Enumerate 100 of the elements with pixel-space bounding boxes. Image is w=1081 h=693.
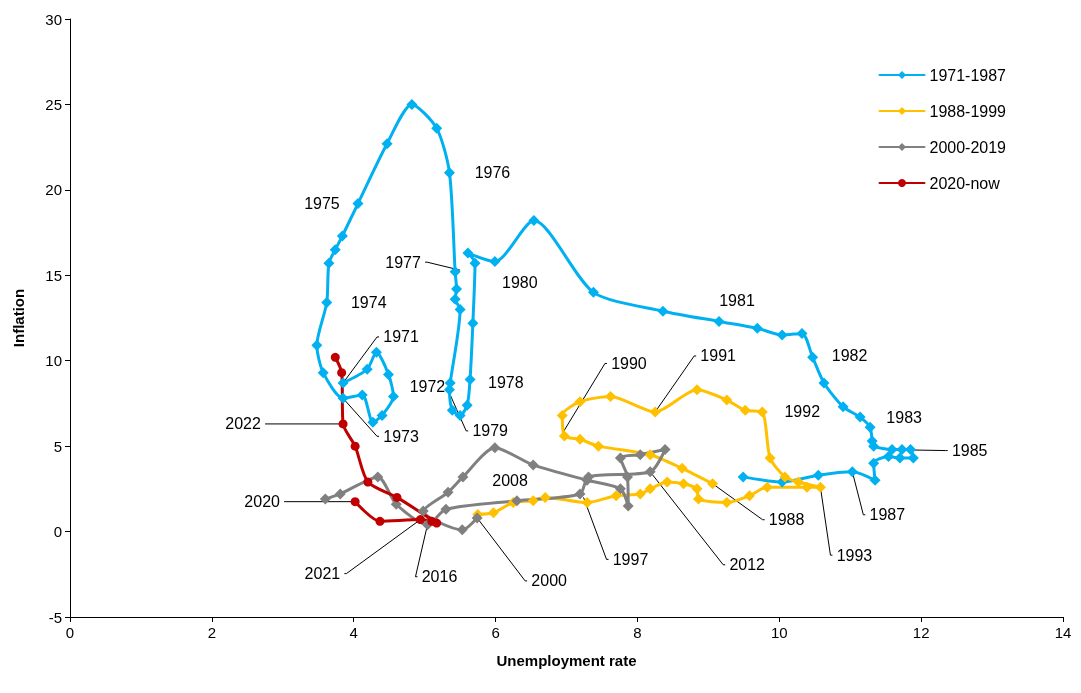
- point: [604, 391, 616, 403]
- point: [592, 440, 604, 452]
- legend-label: 1971-1987: [929, 66, 1007, 84]
- point: [801, 481, 813, 493]
- x-tick-label: 6: [491, 624, 500, 641]
- point: [489, 442, 501, 454]
- legend-label: 2000-2019: [929, 138, 1007, 156]
- point: [350, 441, 360, 451]
- x-tick-label: 8: [633, 624, 642, 641]
- point: [837, 401, 849, 413]
- point: [894, 452, 906, 464]
- point: [334, 488, 346, 500]
- annotation: 1987: [869, 506, 906, 524]
- annotation: 1988: [768, 511, 805, 529]
- point: [337, 392, 349, 404]
- point: [644, 483, 656, 495]
- x-tick-label: 0: [65, 624, 75, 641]
- point: [469, 257, 481, 269]
- point: [321, 297, 333, 309]
- point: [440, 503, 452, 515]
- point: [707, 478, 719, 490]
- point: [454, 409, 466, 421]
- point: [764, 452, 776, 464]
- annotation: 1973: [383, 427, 419, 445]
- point: [649, 406, 661, 418]
- point: [776, 329, 788, 341]
- point: [692, 493, 704, 505]
- point: [323, 257, 335, 269]
- annotation: 1982: [831, 346, 868, 364]
- annotation: 2012: [729, 556, 766, 574]
- point: [622, 471, 633, 483]
- point: [634, 449, 646, 461]
- annotation: 1980: [502, 274, 538, 292]
- point: [713, 315, 725, 327]
- point: [461, 399, 473, 411]
- point: [751, 322, 763, 334]
- point: [350, 497, 360, 507]
- point: [558, 430, 570, 442]
- point: [442, 486, 454, 498]
- point: [415, 515, 425, 525]
- point: [574, 488, 586, 500]
- point: [678, 478, 690, 490]
- point: [375, 516, 385, 526]
- point: [574, 396, 586, 408]
- point: [610, 490, 622, 502]
- point: [336, 230, 348, 242]
- y-tick-label: -5: [48, 608, 62, 626]
- point: [454, 303, 466, 315]
- point: [387, 391, 399, 403]
- point: [363, 477, 373, 487]
- point: [622, 500, 634, 512]
- annotation: 2022: [225, 415, 261, 433]
- point: [367, 416, 379, 428]
- point: [539, 491, 551, 503]
- point: [443, 167, 455, 179]
- point: [511, 495, 523, 507]
- point: [527, 459, 539, 471]
- point: [462, 247, 474, 259]
- point: [691, 483, 703, 495]
- point: [739, 404, 751, 416]
- point: [614, 452, 626, 464]
- x-tick-label: 12: [912, 624, 930, 641]
- point: [311, 339, 323, 351]
- annotation: 1983: [886, 408, 923, 426]
- point: [489, 256, 501, 268]
- point: [634, 488, 646, 500]
- annotation: 1981: [719, 291, 755, 309]
- point: [319, 493, 331, 505]
- point: [744, 490, 755, 502]
- x-axis-title: Unemployment rate: [496, 652, 637, 669]
- y-axis-title: Inflation: [10, 288, 27, 348]
- point: [487, 507, 499, 519]
- point: [382, 368, 394, 380]
- point: [432, 518, 442, 528]
- annotation: 2000: [531, 572, 568, 590]
- point: [661, 476, 673, 488]
- point: [574, 433, 586, 445]
- point: [807, 351, 819, 363]
- y-tick-label: 15: [45, 266, 62, 284]
- point: [644, 449, 656, 461]
- point: [779, 471, 791, 483]
- annotation: 1993: [836, 546, 873, 564]
- point: [338, 419, 348, 429]
- point: [676, 462, 688, 474]
- annotation: 1975: [304, 195, 340, 213]
- point: [372, 471, 384, 483]
- legend-label: 1988-1999: [929, 102, 1007, 120]
- point: [905, 444, 916, 456]
- point: [864, 421, 876, 433]
- x-tick-label: 4: [349, 624, 358, 641]
- annotation: 2020: [244, 493, 281, 511]
- point: [361, 363, 373, 375]
- point: [818, 377, 830, 389]
- y-tick-label: 10: [45, 352, 62, 370]
- point: [721, 497, 733, 509]
- annotation: 1985: [951, 442, 988, 460]
- point: [451, 283, 463, 295]
- annotation: 2008: [492, 471, 528, 489]
- point: [337, 368, 347, 378]
- point: [431, 122, 443, 134]
